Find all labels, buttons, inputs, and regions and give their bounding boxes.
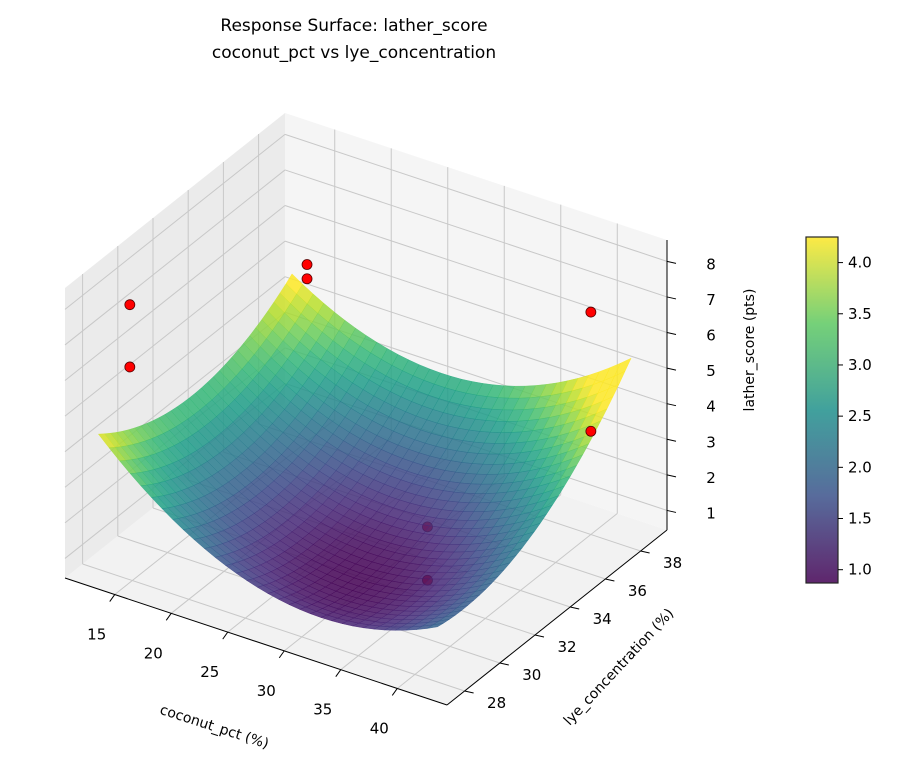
y-tick-label: 30 [522,666,541,684]
z-tick-label: 5 [706,362,716,380]
y-tick [570,606,580,610]
gridline [64,205,286,381]
x-tick [391,688,398,696]
x-tick [222,631,229,640]
z-tick-label: 6 [706,327,716,345]
chart-title: Response Surface: lather_score [220,16,487,36]
gridline [284,205,668,333]
z-tick [666,509,677,513]
colorbar-tick-label: 1.0 [848,561,872,579]
x-tick [278,650,285,659]
data-point [301,259,313,270]
y-tick [605,578,615,582]
gridline [64,240,286,417]
y-tick-label: 28 [487,694,506,712]
y-tick-label: 34 [593,610,612,628]
y-tick [464,690,474,694]
x-tick-label: 15 [87,626,106,644]
y-tick-label: 32 [557,638,576,656]
z-tick [666,438,677,442]
z-tick [666,474,677,478]
gridline [284,133,668,262]
gridline [64,169,286,346]
y-axis-line [446,529,668,706]
z-tick [666,332,677,336]
y-tick [534,634,545,638]
z-tick-label: 8 [706,255,716,273]
z-tick-label: 4 [706,398,716,416]
x-tick-label: 40 [370,719,389,737]
data-point [585,425,597,437]
z-axis-label: lather_score (pts) [742,289,758,412]
colorbar-tick-label: 2.5 [848,407,872,425]
x-tick [109,594,116,602]
z-tick-label: 7 [706,291,716,309]
colorbar-tick-label: 4.0 [848,254,872,272]
gridline [82,563,465,692]
z-tick [666,367,677,371]
colorbar-tick-label: 2.0 [848,458,872,476]
y-tick-label: 36 [628,582,647,600]
chart-subtitle: coconut_pct vs lye_concentration [212,43,496,63]
gridline [64,133,286,310]
x-tick [335,669,342,677]
data-point [124,361,136,373]
visible-points [124,259,597,437]
gridline [284,240,668,369]
x-tick [165,613,172,621]
x-axis-line [64,577,448,706]
y-tick [499,662,509,666]
colorbar-tick-label: 1.5 [848,510,872,528]
gridline [396,513,618,689]
left-pane [65,113,285,578]
colorbar-gradient [805,236,839,584]
z-tick-label: 2 [706,469,716,487]
gridline [284,169,668,298]
x-tick-label: 35 [313,701,332,719]
x-tick-label: 20 [144,644,163,662]
y-tick [640,550,650,554]
x-tick-label: 25 [200,663,219,681]
colorbar-tick-label: 3.0 [848,356,872,374]
data-point [585,306,597,318]
surface [98,273,632,631]
z-tick [666,260,677,264]
x-tick-label: 30 [257,682,276,700]
data-point [124,299,136,311]
z-tick-label: 1 [706,504,716,522]
gridline [64,276,286,453]
z-tick [666,403,677,407]
z-tick [666,296,677,300]
y-tick-label: 38 [663,554,682,572]
x-axis-label: coconut_pct (%) [158,702,271,752]
y-axis-label: lye_concentration (%) [561,606,677,729]
colorbar-tick-label: 3.5 [848,305,872,323]
surface-patch [426,623,444,629]
data-point [301,273,313,285]
z-tick-label: 3 [706,433,716,451]
colorbar: 1.0 1.5 2.0 2.5 3.0 3.5 4.0 [805,236,872,584]
